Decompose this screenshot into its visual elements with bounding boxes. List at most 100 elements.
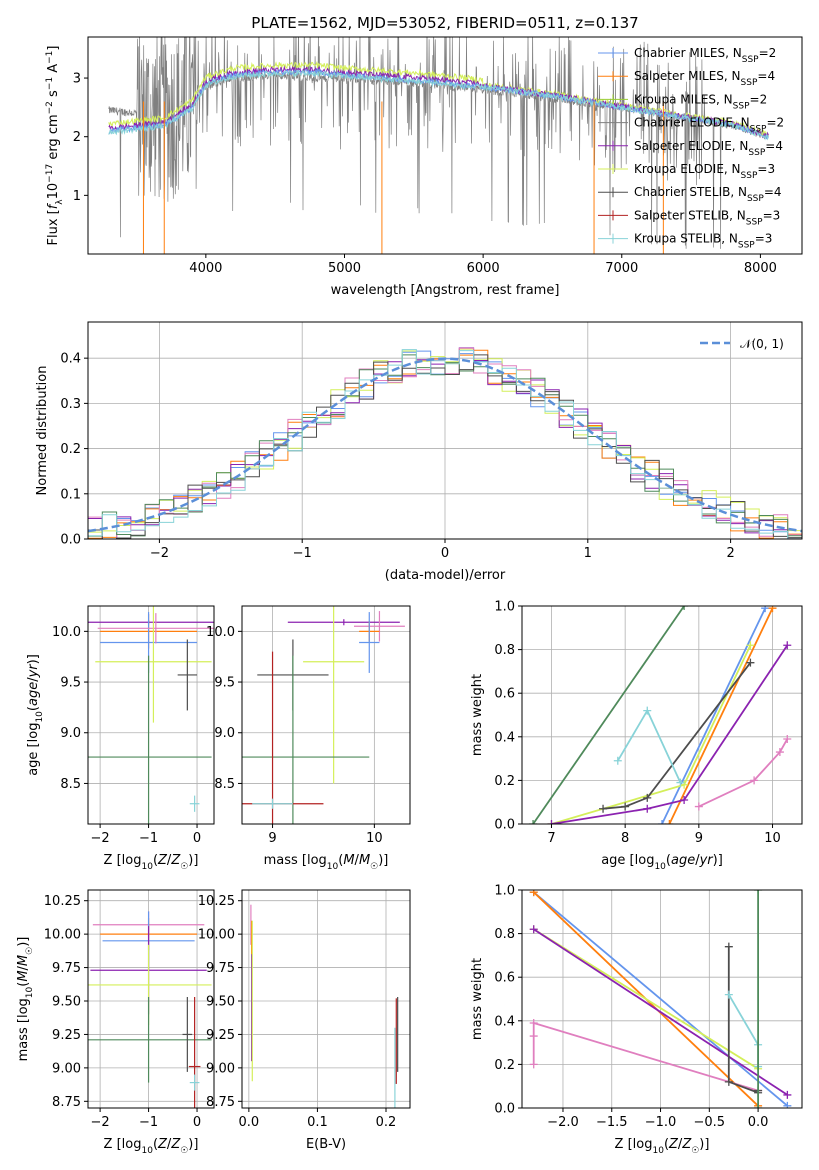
error-bar-point xyxy=(95,606,212,723)
label-part: ☉ xyxy=(691,1146,699,1156)
data-point-marker xyxy=(783,734,792,743)
legend-entry: Salpeter MILES, NSSP=4 xyxy=(634,69,775,88)
y-tick-label: 8.75 xyxy=(52,1095,81,1110)
label-part: s xyxy=(46,90,61,101)
data-point-marker xyxy=(680,796,689,805)
label-part: SSP xyxy=(750,125,767,135)
label-part: Kroupa ELODIE, N xyxy=(634,162,741,176)
y-tick-label: 1.0 xyxy=(494,884,515,899)
x-axis-label: E(B-V) xyxy=(306,1137,346,1152)
data-point-marker xyxy=(750,776,759,785)
label-part: SSP xyxy=(733,101,750,111)
plot-area xyxy=(522,606,802,824)
model-fit-line xyxy=(108,67,769,140)
label-part: Salpeter ELODIE, N xyxy=(634,139,748,153)
label-part: ☉ xyxy=(180,862,188,872)
y-tick-label: 9.5 xyxy=(60,676,81,691)
x-tick-label: −1.5 xyxy=(596,1115,628,1130)
data-point-marker xyxy=(613,756,622,765)
label-part: M xyxy=(16,970,31,981)
legend-entry: Salpeter STELIB, NSSP=3 xyxy=(634,208,780,227)
data-point-marker xyxy=(746,641,755,650)
mass-weight-series-line xyxy=(532,1021,759,1092)
y-tick-label: 9.75 xyxy=(52,961,81,976)
label-part: )] xyxy=(188,1137,198,1152)
y-tick-label: 9.50 xyxy=(206,995,235,1010)
label-part: Z xyxy=(157,1137,168,1152)
y-tick-label: 9.00 xyxy=(52,1061,81,1076)
mass-weight-series-line xyxy=(698,738,789,808)
label-part: SSP xyxy=(746,217,763,227)
label-part: =2 xyxy=(750,92,768,106)
x-tick-label: 9 xyxy=(695,831,703,846)
x-tick-label: −2 xyxy=(91,831,110,846)
error-bar-point xyxy=(97,613,214,644)
mass-weight-series-line xyxy=(617,708,682,783)
label-part: / xyxy=(355,853,360,868)
y-tick-label: 0.6 xyxy=(494,971,515,986)
x-tick-label: 6000 xyxy=(467,261,500,276)
label-part: =3 xyxy=(763,208,781,222)
plot-area xyxy=(242,890,410,1108)
label-part: ( xyxy=(664,1137,669,1152)
y-tick-label: 9.5 xyxy=(214,676,235,691)
x-tick-label: 0 xyxy=(193,831,201,846)
label-part: 10 xyxy=(652,1146,664,1156)
mass-weight-series-line xyxy=(532,606,685,824)
model-fit-line xyxy=(108,60,769,139)
label-part: Chabrier STELIB, N xyxy=(634,185,747,199)
error-bar-point xyxy=(88,996,212,1083)
y-tick-label: 10.25 xyxy=(44,894,81,909)
y-tick-label: 1 xyxy=(73,189,81,204)
panel-mass-weight-vs-metallicity: −2.0 −1.5 −1.0 −0.5 0.0 0.0 0.2 0.4 0.6 0.8 1.0 Z [… xyxy=(470,884,803,1156)
x-tick-label: −2.0 xyxy=(547,1115,579,1130)
error-bar-point xyxy=(182,996,193,1072)
label-part: f xyxy=(46,202,61,209)
error-bar-point xyxy=(188,996,201,1108)
label-part: )] xyxy=(713,853,723,868)
data-point-marker xyxy=(783,1101,792,1108)
data-point-marker xyxy=(529,1018,538,1027)
label-part: =4 xyxy=(764,185,782,199)
axes-frame xyxy=(521,889,803,1109)
y-tick-label: 0.2 xyxy=(494,774,515,789)
x-axis-label: wavelength [Angstrom, rest frame] xyxy=(331,283,560,298)
label-part: Z xyxy=(681,1137,692,1152)
mass-weight-series-line xyxy=(728,994,759,1067)
label-part: erg cm xyxy=(46,114,61,163)
error-bar-point xyxy=(88,655,212,824)
label-part: λ xyxy=(55,199,65,205)
x-tick-label: −2 xyxy=(91,1115,110,1130)
y-tick-label: 8.5 xyxy=(60,777,81,792)
label-part: Chabrier ELODIE, N xyxy=(634,116,750,130)
label-part: mass [log xyxy=(16,998,31,1061)
data-point-marker xyxy=(724,942,733,951)
data-point-marker xyxy=(529,820,538,824)
y-tick-label: 0.6 xyxy=(494,687,515,702)
x-tick-label: 5000 xyxy=(328,261,361,276)
label-part: Salpeter STELIB, N xyxy=(634,208,746,222)
x-tick-label: 0.0 xyxy=(239,1115,260,1130)
error-bar-point xyxy=(287,619,400,626)
label-part: M xyxy=(16,955,31,966)
x-tick-label: 2 xyxy=(726,546,734,561)
plot-area xyxy=(88,322,802,539)
label-part: SSP xyxy=(747,194,764,204)
data-point-marker xyxy=(529,925,538,934)
legend-entry: 𝒩(0, 1) xyxy=(740,337,784,351)
legend-entry: Kroupa ELODIE, NSSP=3 xyxy=(634,162,775,181)
x-axis-label: mass [log10(M/M☉)] xyxy=(264,853,389,872)
x-axis-label: age [log10(age/yr)] xyxy=(601,853,723,872)
model-fit-line xyxy=(108,69,769,141)
label-part: M xyxy=(359,853,370,868)
label-part: 10 xyxy=(25,986,35,998)
label-part: )] xyxy=(16,937,31,947)
gaussian-reference-curve xyxy=(88,357,802,533)
label-part: A xyxy=(46,64,61,77)
data-point-marker xyxy=(746,658,755,667)
label-part: M xyxy=(343,853,354,868)
plot-area xyxy=(522,890,802,1108)
error-bar-point xyxy=(189,795,200,812)
axes-frame xyxy=(87,889,215,1109)
x-tick-label: 0 xyxy=(193,1115,201,1130)
